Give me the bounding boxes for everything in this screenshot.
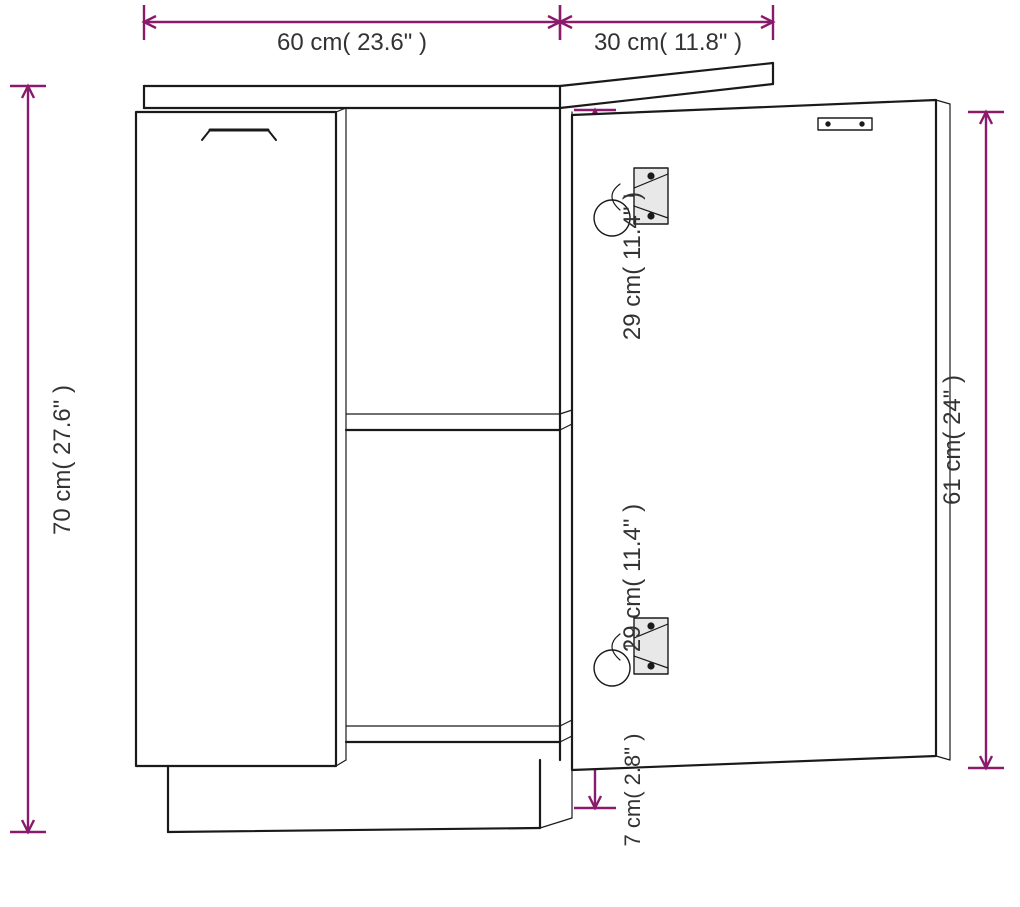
interior: [346, 108, 572, 760]
left-door: [136, 108, 346, 766]
label-height: 70 cm( 27.6" ): [49, 385, 76, 535]
label-toe-kick: 7 cm( 2.8" ): [620, 734, 645, 847]
label-width: 60 cm( 23.6" ): [277, 29, 427, 56]
shelf: [346, 410, 572, 430]
label-shelf-lower: 29 cm( 11.4" ): [619, 504, 646, 652]
worktop: [144, 63, 773, 108]
dim-door-height: [968, 112, 1004, 768]
label-depth: 30 cm( 11.8" ): [594, 29, 742, 56]
dim-height: [10, 86, 46, 832]
cabinet-drawing: [136, 63, 950, 832]
furniture-dimension-diagram: 60 cm( 23.6" ) 30 cm( 11.8" ) 70 cm( 27.…: [0, 0, 1020, 907]
cabinet-floor: [346, 720, 572, 742]
toe-kick: [168, 736, 572, 832]
left-door-handle: [202, 130, 276, 140]
label-shelf-upper: 29 cm( 11.4" ): [619, 192, 646, 340]
diagram-svg: 60 cm( 23.6" ) 30 cm( 11.8" ) 70 cm( 27.…: [0, 0, 1020, 907]
label-door-height: 61 cm( 24" ): [939, 375, 966, 505]
